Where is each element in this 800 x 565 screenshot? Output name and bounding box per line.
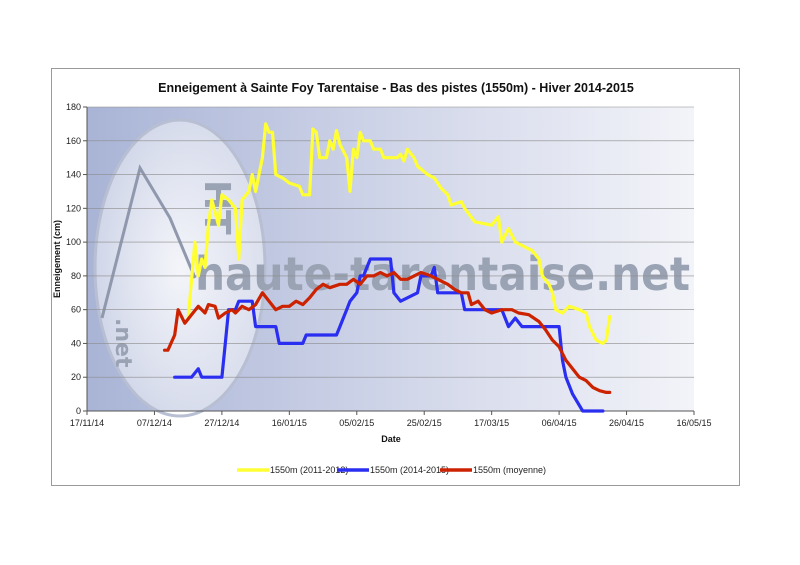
x-tick-label: 16/01/15 bbox=[272, 418, 307, 428]
x-tick-label: 17/11/14 bbox=[70, 418, 104, 428]
watermark-ht: HT bbox=[196, 180, 237, 235]
x-tick-label: 27/12/14 bbox=[204, 418, 239, 428]
series-line-1 bbox=[186, 122, 612, 345]
y-axis: 0 20 40 60 80 100 120 140 160 180 bbox=[66, 102, 88, 416]
legend-label: 1550m (moyenne) bbox=[473, 465, 546, 475]
gridlines bbox=[87, 106, 694, 378]
y-tick-label: 60 bbox=[71, 305, 81, 315]
y-tick-label: 180 bbox=[66, 102, 81, 112]
x-tick-label: 06/04/15 bbox=[542, 418, 577, 428]
y-tick-label: 80 bbox=[71, 271, 81, 281]
watermark-mountain-icon bbox=[100, 164, 197, 319]
series-line-3 bbox=[163, 270, 612, 394]
series-line-2 bbox=[173, 257, 605, 413]
x-tick-label: 25/02/15 bbox=[407, 418, 442, 428]
y-tick-label: 100 bbox=[66, 237, 81, 247]
legend-label: 1550m (2011-2012) bbox=[270, 465, 348, 475]
x-tick-label: 17/03/15 bbox=[474, 418, 509, 428]
y-tick-label: 120 bbox=[66, 203, 81, 213]
x-tick-label: 16/05/15 bbox=[676, 418, 711, 428]
y-tick-label: 140 bbox=[66, 170, 81, 180]
watermark-net: .net bbox=[110, 318, 135, 368]
x-axis-label: Date bbox=[381, 434, 401, 444]
y-tick-label: 20 bbox=[71, 372, 81, 382]
chart-title: Enneigement à Sainte Foy Tarentaise - Ba… bbox=[158, 81, 634, 95]
legend: 1550m (2011-2012) 1550m (2014-2015) 1550m … bbox=[237, 465, 546, 475]
y-tick-label: 160 bbox=[66, 136, 81, 146]
y-tick-label: 40 bbox=[71, 338, 81, 348]
series-lines bbox=[163, 122, 612, 413]
y-tick-label: 0 bbox=[76, 406, 81, 416]
x-tick-label: 05/02/15 bbox=[339, 418, 374, 428]
watermark: HT haute-tarentaise.net .net bbox=[93, 118, 690, 418]
legend-label: 1550m (2014-2015) bbox=[370, 465, 449, 475]
x-tick-label: 07/12/14 bbox=[137, 418, 172, 428]
y-axis-label: Enneigement (cm) bbox=[52, 220, 62, 298]
x-tick-label: 26/04/15 bbox=[609, 418, 644, 428]
